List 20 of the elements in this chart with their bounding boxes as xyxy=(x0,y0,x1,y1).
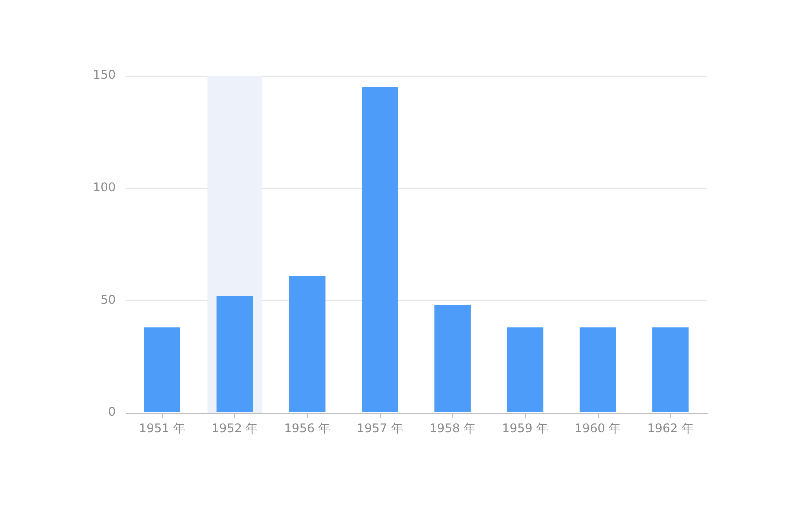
bar xyxy=(652,328,689,412)
x-tick-label: 1962 年 xyxy=(648,421,694,436)
y-tick-label: 50 xyxy=(100,292,116,307)
bar xyxy=(216,296,254,412)
bar xyxy=(580,328,616,412)
y-tick-label: 0 xyxy=(108,405,116,420)
bar xyxy=(434,305,471,412)
x-tick-label: 1956 年 xyxy=(284,421,331,436)
bar xyxy=(362,87,398,412)
x-tick-label: 1958 年 xyxy=(430,421,476,436)
bar xyxy=(507,328,544,412)
x-tick-label: 1957 年 xyxy=(357,421,404,436)
y-tick-label: 100 xyxy=(93,180,116,194)
x-tick-label: 1952 年 xyxy=(212,421,258,436)
bar xyxy=(289,276,326,412)
bar xyxy=(144,328,180,412)
x-tick-label: 1960 年 xyxy=(574,421,622,436)
x-tick-label: 1951 年 xyxy=(139,421,186,436)
x-tick-label: 1959 年 xyxy=(502,421,549,436)
y-tick-label: 150 xyxy=(93,68,116,82)
